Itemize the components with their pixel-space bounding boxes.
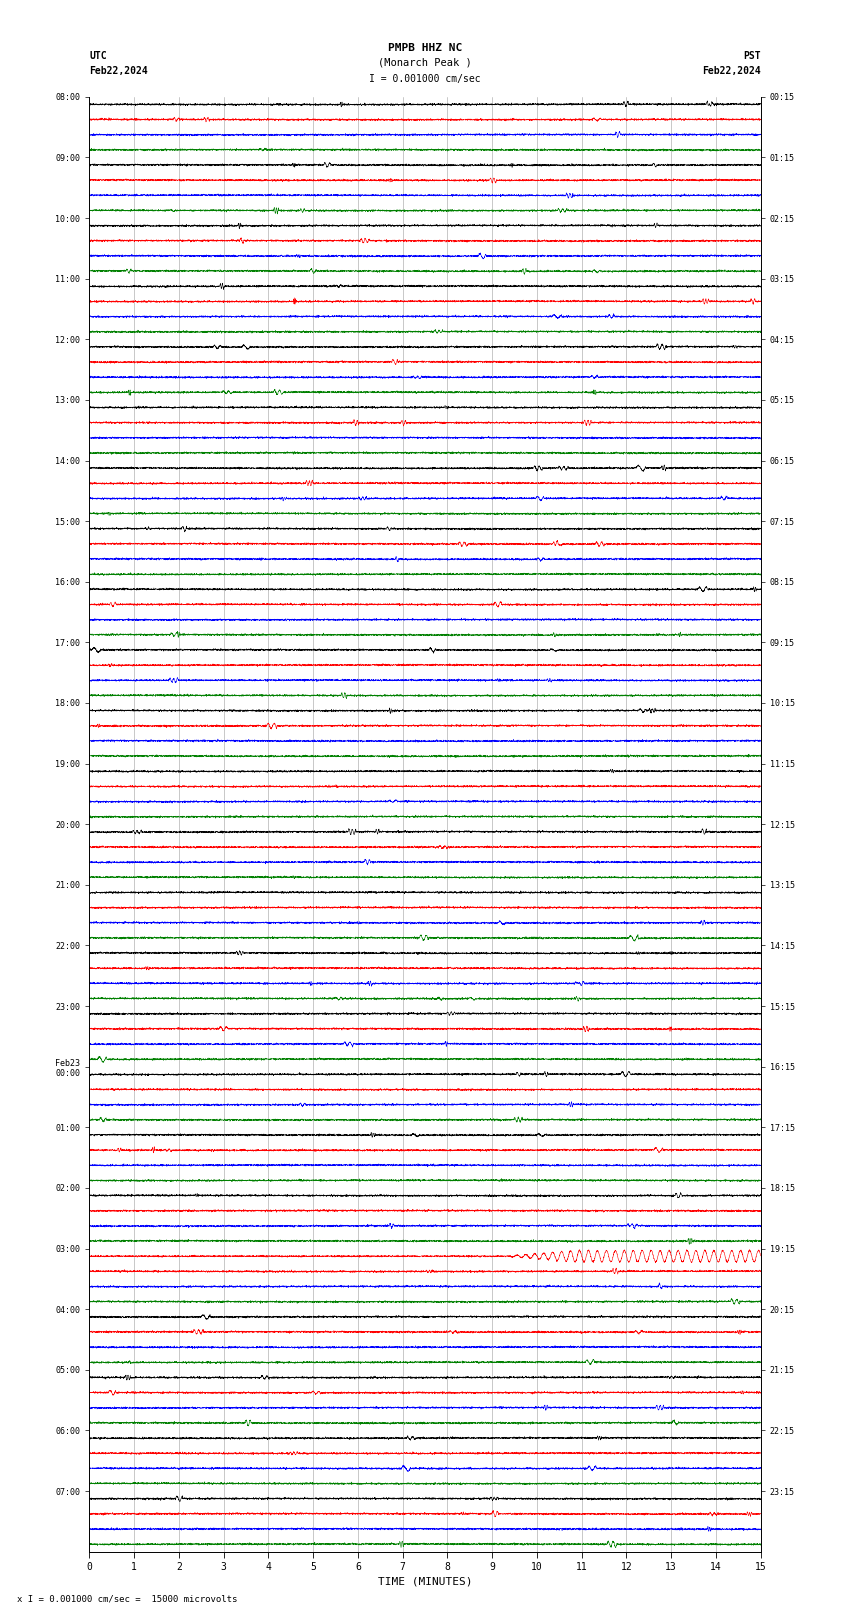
Text: Feb22,2024: Feb22,2024 (702, 66, 761, 76)
Text: (Monarch Peak ): (Monarch Peak ) (378, 58, 472, 68)
Text: Feb22,2024: Feb22,2024 (89, 66, 148, 76)
Text: PST: PST (743, 52, 761, 61)
Text: x I = 0.001000 cm/sec =  15000 microvolts: x I = 0.001000 cm/sec = 15000 microvolts (17, 1594, 237, 1603)
Text: UTC: UTC (89, 52, 107, 61)
Text: PMPB HHZ NC: PMPB HHZ NC (388, 44, 462, 53)
Text: I = 0.001000 cm/sec: I = 0.001000 cm/sec (369, 74, 481, 84)
X-axis label: TIME (MINUTES): TIME (MINUTES) (377, 1576, 473, 1586)
